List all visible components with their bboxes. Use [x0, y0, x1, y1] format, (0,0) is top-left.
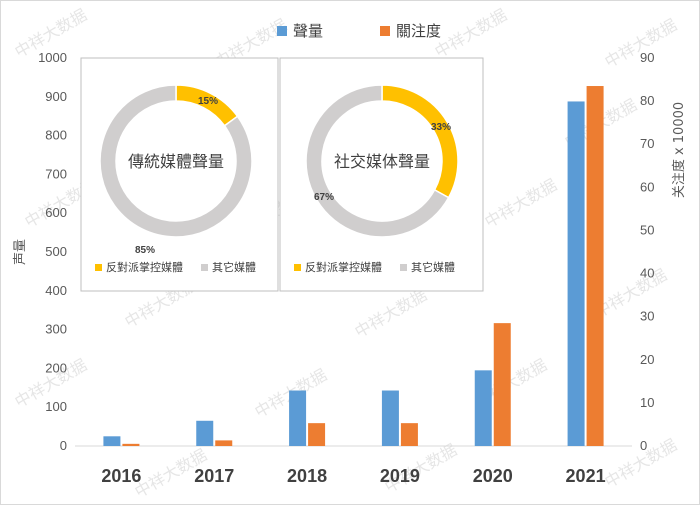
donut-legend-label: 其它媒體: [212, 260, 256, 274]
donut-value-label: 85%: [135, 245, 155, 256]
x-tick-label: 2017: [194, 466, 234, 486]
y-left-tick-label: 200: [45, 360, 67, 375]
y-right-tick-label: 90: [640, 50, 654, 65]
bar-series-1: [289, 390, 307, 446]
y-right-tick-label: 40: [640, 266, 654, 281]
legend-swatch-series-2: [380, 26, 390, 36]
donut-slice: [99, 84, 253, 238]
y-right-tick-label: 30: [640, 309, 654, 324]
y-left-tick-label: 0: [60, 438, 67, 453]
y-left-tick-label: 500: [45, 244, 67, 259]
bar-series-1: [196, 420, 214, 446]
donut-value-label: 67%: [314, 192, 334, 203]
y-right-axis-title: 关注度 x 10000: [671, 102, 687, 198]
bar-series-1: [103, 436, 121, 446]
donut-title: 傳統媒體聲量: [128, 152, 224, 171]
donut-title: 社交媒体聲量: [334, 152, 430, 171]
y-left-tick-label: 900: [45, 89, 67, 104]
y-right-tick-label: 70: [640, 136, 654, 151]
y-left-tick-label: 300: [45, 322, 67, 337]
bar-series-2: [400, 423, 418, 446]
bar-series-2: [586, 86, 604, 447]
donut-legend-swatch: [294, 264, 301, 271]
y-left-tick-label: 100: [45, 399, 67, 414]
donut-legend-label: 反對派掌控媒體: [305, 260, 382, 274]
legend-label-series-1: 聲量: [293, 22, 323, 40]
y-left-axis-title: 声量: [13, 239, 28, 265]
y-right-tick-label: 20: [640, 352, 654, 367]
x-tick-label: 2016: [101, 466, 141, 486]
bar-series-1: [381, 390, 399, 446]
y-left-tick-label: 1000: [38, 50, 67, 65]
bar-series-2: [215, 440, 233, 446]
donut-value-label: 15%: [198, 96, 218, 107]
donut-legend-swatch: [95, 264, 102, 271]
x-tick-label: 2020: [473, 466, 513, 486]
donut-legend-swatch: [201, 264, 208, 271]
y-right-tick-label: 80: [640, 93, 654, 108]
donut-legend-label: 反對派掌控媒體: [106, 260, 183, 274]
x-tick-label: 2019: [380, 466, 420, 486]
y-right-tick-label: 60: [640, 179, 654, 194]
legend-label-series-2: 關注度: [396, 22, 441, 40]
y-left-tick-label: 400: [45, 283, 67, 298]
bar-series-1: [567, 101, 585, 447]
x-tick-label: 2021: [566, 466, 606, 486]
y-left-tick-label: 600: [45, 205, 67, 220]
y-left-tick-label: 800: [45, 128, 67, 143]
y-left-tick-label: 700: [45, 166, 67, 181]
donut-legend-label: 其它媒體: [411, 260, 455, 274]
y-right-tick-label: 0: [640, 438, 647, 453]
bar-series-1: [474, 370, 492, 446]
y-right-tick-label: 50: [640, 222, 654, 237]
bar-series-2: [493, 323, 511, 446]
donut-legend-swatch: [400, 264, 407, 271]
legend-swatch-series-1: [277, 26, 287, 36]
x-tick-label: 2018: [287, 466, 327, 486]
donut-value-label: 33%: [431, 122, 451, 133]
bar-series-2: [308, 423, 326, 446]
donut-slice: [305, 84, 450, 238]
y-right-tick-label: 10: [640, 395, 654, 410]
bar-series-2: [122, 443, 140, 446]
